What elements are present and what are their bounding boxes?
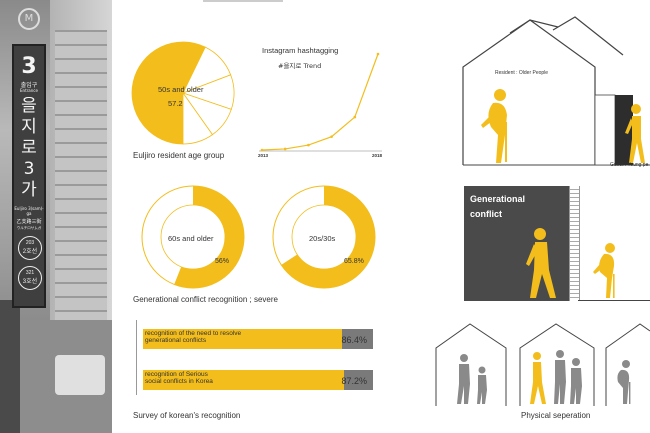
survey-bar-value: 86.4%: [341, 335, 367, 345]
donut-label: 20s/30s: [309, 234, 336, 243]
donut-hole: [160, 204, 226, 270]
pie-slice-value: 57.2: [168, 99, 183, 108]
conflict-figures: [526, 228, 615, 298]
subway-station-sign: M 3 출입구 Entrance 을 지 로 3 가 Euljiro 3(sam…: [12, 8, 46, 308]
exit-label: 출입구: [20, 82, 38, 89]
line2-code: 203: [25, 240, 35, 246]
station-char: 가: [21, 180, 37, 200]
trend-point: [376, 52, 380, 56]
house-right: [605, 323, 650, 406]
top-divider: [203, 0, 283, 2]
grey-family-figures: [457, 354, 487, 404]
donut-60s: 60s and older 56%: [141, 185, 245, 289]
trend-point: [307, 143, 310, 147]
donut-value: 56%: [215, 258, 229, 265]
donut-20s30s: 20s/30s 65.8%: [272, 185, 376, 289]
resident-label: Resident : Older People: [495, 70, 549, 76]
line3-badge: 321 3호선: [18, 266, 42, 290]
pie-slices: [131, 41, 235, 145]
survey-bar-label: recognition of Serious social conflicts …: [145, 371, 213, 385]
exit-label-en: Entrance: [20, 88, 38, 93]
conflict-ground-line: [578, 300, 650, 301]
donut-filled-arc: [281, 186, 375, 288]
grey-elder-figure: [617, 360, 631, 404]
trend-x-start: 2013: [258, 153, 269, 158]
donut-value: 65.8%: [344, 258, 364, 265]
young-walker-figure: [526, 228, 556, 298]
separation-caption: Physical seperation: [521, 411, 591, 420]
survey-bar-value: 87.2%: [341, 376, 367, 386]
yellow-walker-figure: [530, 352, 546, 404]
trend-series-line: [261, 53, 379, 151]
sign-pole: [0, 300, 20, 433]
brick-wall: [569, 186, 580, 301]
station-char: 을: [21, 96, 37, 116]
house-outline-front: [462, 19, 596, 165]
trend-title: Instagram hashtagging: [262, 46, 339, 55]
pie-slice-label: 50s and older: [158, 85, 204, 94]
donut-caption: Generational conflict recognition ; seve…: [133, 295, 278, 304]
house-middle: [519, 323, 595, 406]
trend-point: [283, 147, 287, 151]
survey-caption: Survey of korean's recognition: [133, 411, 241, 420]
donut-hole: [291, 204, 357, 270]
metro-logo-icon: M: [14, 8, 44, 30]
trend-point: [330, 135, 333, 138]
survey-bar-fill: [143, 329, 342, 349]
elderly-cane-figure: [593, 243, 615, 298]
line2-label: 2호선: [22, 249, 38, 255]
line-number: 3: [21, 54, 37, 79]
age-chart-caption: Euljiro resident age group: [133, 151, 225, 160]
trend-line-chart: [259, 52, 382, 152]
door-frame: [615, 95, 633, 165]
physical-separation-illustration: [435, 323, 650, 406]
street-photo: M 3 출입구 Entrance 을 지 로 3 가 Euljiro 3(sam…: [0, 0, 112, 433]
donut-label: 60s and older: [168, 234, 214, 243]
survey-bar: recognition of Serious social conflicts …: [143, 370, 373, 390]
station-name-kr: 을 지 로 3 가: [14, 96, 44, 201]
guest-label: Guest : Young pe: [610, 162, 649, 168]
pie-slice: [131, 41, 206, 145]
bus: [55, 355, 105, 395]
house-roof: [509, 19, 559, 34]
station-char: 3: [23, 159, 35, 179]
station-name-cn: 乙支路三街: [16, 219, 42, 225]
station-name-en: Euljiro 3(sam)-ga: [14, 206, 44, 216]
station-char: 로: [21, 138, 37, 158]
pie-slice: [182, 91, 214, 145]
trend-points: [260, 52, 380, 152]
line2-badge: 203 2호선: [18, 236, 42, 260]
house-illustration: [462, 16, 650, 166]
survey-axis: [136, 320, 137, 395]
station-name-jp: ウルチロサムガ: [16, 226, 42, 230]
trend-x-end: 2018: [372, 153, 383, 158]
grey-group-figures: [554, 350, 582, 404]
conflict-title: Generational conflict: [470, 194, 526, 219]
house-back-roof: [552, 16, 624, 56]
station-char: 지: [21, 117, 37, 137]
line3-label: 3호선: [22, 279, 38, 285]
house-left: [435, 323, 507, 406]
trend-point: [353, 115, 357, 119]
donut-filled-arc: [174, 186, 244, 288]
trend-subtitle: #을지로 Trend: [278, 62, 322, 70]
survey-bar-fill: [143, 370, 344, 390]
young-person-figure: [625, 104, 645, 163]
line3-code: 321: [25, 270, 35, 276]
building-windows: [55, 30, 107, 330]
age-pie-chart: 50s and older 57.2: [131, 41, 235, 145]
survey-bar-label: recognition of the need to resolve gener…: [145, 330, 242, 344]
survey-bar: recognition of the need to resolve gener…: [143, 329, 373, 349]
open-door: [594, 94, 616, 166]
older-person-figure: [481, 89, 507, 163]
trend-point: [260, 148, 264, 152]
